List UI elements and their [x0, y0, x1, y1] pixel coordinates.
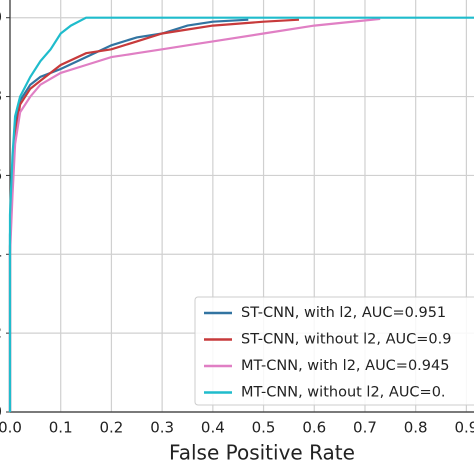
x-tick-label: 0.1: [49, 419, 73, 437]
x-tick-label: 0.2: [99, 419, 123, 437]
x-tick-label: 0.9: [454, 419, 474, 437]
x-tick-label: 0.4: [201, 419, 225, 437]
x-axis-label: False Positive Rate: [169, 441, 355, 465]
y-tick-label: 0.8: [0, 87, 2, 105]
y-tick-label: 0: [0, 403, 2, 421]
y-tick-label: 0.2: [0, 324, 2, 342]
roc-line: [8, 16, 474, 412]
legend-label: MT-CNN, without l2, AUC=0.: [241, 385, 446, 401]
x-tick-label: 0.7: [353, 419, 377, 437]
x-tick-label: 0.8: [404, 419, 428, 437]
x-tick-label: 0.0: [0, 419, 22, 437]
x-tick-label: 0.6: [302, 419, 326, 437]
y-tick-label: 1.0: [0, 8, 2, 26]
x-tick-label: 0.5: [252, 419, 276, 437]
y-tick-label: 0.4: [0, 245, 2, 263]
y-tick-label: 0.6: [0, 166, 2, 184]
legend-box: [194, 296, 474, 406]
legend-label: MT-CNN, with l2, AUC=0.945: [241, 358, 449, 374]
legend-label: ST-CNN, with l2, AUC=0.951: [241, 305, 446, 321]
roc-line: [8, 17, 381, 412]
x-tick-label: 0.3: [150, 419, 174, 437]
legend-label: ST-CNN, without l2, AUC=0.9: [241, 332, 451, 348]
legend: ST-CNN, with l2, AUC=0.951 ST-CNN, withou…: [194, 296, 474, 406]
